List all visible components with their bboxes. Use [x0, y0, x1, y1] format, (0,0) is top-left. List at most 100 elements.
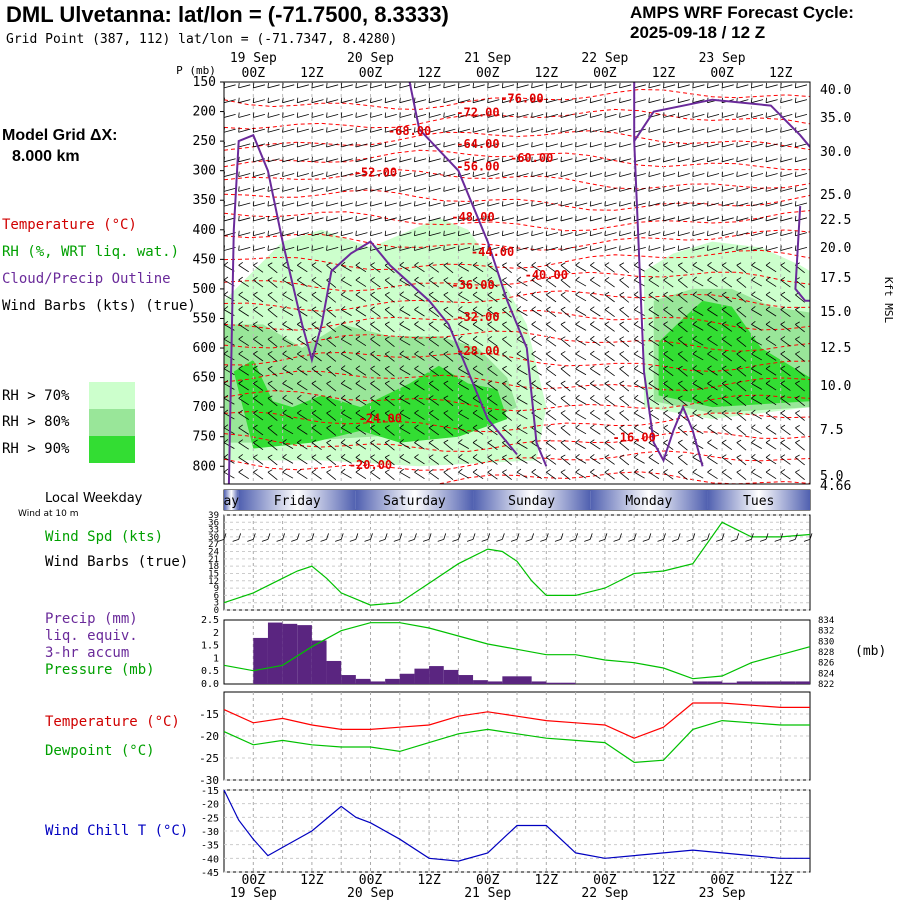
wind-barb — [399, 457, 411, 464]
wind-barb-flag — [575, 424, 580, 429]
wind-barb — [707, 383, 718, 391]
wind-barb — [560, 173, 573, 177]
wind-barb — [560, 368, 571, 377]
wind-barb-flag — [721, 291, 727, 296]
precip-bar — [473, 680, 488, 684]
wind-barb — [399, 279, 411, 287]
wind-barb — [267, 397, 278, 407]
wind-barb — [502, 173, 515, 177]
wind-barb-flag — [575, 186, 577, 192]
surface-wind-barb — [379, 538, 386, 542]
wind-barb — [575, 128, 588, 133]
wind-barb — [282, 338, 294, 346]
wind-barb — [560, 113, 573, 118]
wind-barb-flag — [516, 230, 518, 236]
wind-barb — [502, 202, 515, 207]
wind-barb-flag — [795, 365, 800, 370]
wind-height-label: Wind at 10 m — [18, 509, 79, 519]
wind-barb-flag — [238, 230, 240, 236]
wind-barb-flag — [780, 424, 786, 429]
wind-barb — [326, 353, 337, 362]
wind-barb-flag — [633, 320, 639, 325]
temperature-contour-label: -40.00 — [525, 268, 568, 282]
bottom-time-label: 12Z — [535, 873, 559, 888]
wind-barb-flag — [238, 245, 240, 251]
precip-bar — [282, 623, 298, 684]
wind-barb — [341, 294, 352, 302]
wind-barb-flag — [531, 82, 533, 88]
surface-wind-barb — [422, 538, 430, 542]
wind-barb — [282, 427, 294, 435]
wind-barb — [326, 217, 339, 222]
wind-barb — [560, 264, 571, 274]
wind-barb — [267, 246, 280, 251]
wind-barb-flag — [619, 171, 621, 177]
wind-barb-flag — [692, 380, 697, 384]
wind-barb-flag — [472, 365, 478, 370]
wind-barb-flag — [677, 336, 683, 340]
wind-barb — [502, 279, 512, 288]
wind-barb-flag — [560, 156, 562, 162]
wind-barb-flag — [340, 201, 343, 207]
wind-barb — [707, 279, 718, 287]
wind-barb-flag — [560, 171, 562, 177]
wind-barb — [751, 412, 762, 420]
wind-barb — [297, 217, 309, 222]
wind-barb-flag — [487, 365, 493, 370]
wind-barb — [428, 324, 440, 332]
wind-barb — [721, 173, 734, 177]
wind-barb-flag — [575, 261, 580, 266]
wind-barb-flag — [282, 468, 287, 473]
wind-barb — [267, 128, 280, 133]
wind-barb — [546, 128, 558, 133]
wind-barb-flag — [458, 215, 460, 221]
wind-barb-flag — [516, 156, 518, 162]
wind-barb — [677, 279, 688, 288]
wind-barb-flag — [501, 156, 504, 162]
wind-barb — [795, 324, 805, 333]
wind-barb-flag — [297, 409, 302, 414]
wind-barb — [224, 128, 236, 133]
wind-speed-tick: 24 — [208, 548, 219, 558]
wind-barb — [619, 202, 632, 207]
wind-speed-tick: 6 — [214, 591, 219, 601]
wind-barb-flag — [590, 380, 595, 384]
wind-barb — [385, 128, 397, 133]
wind-barb-flag — [370, 245, 372, 251]
wind-barb-flag — [677, 439, 683, 443]
wind-barb — [604, 143, 617, 148]
wind-barb — [809, 324, 810, 325]
wind-barb — [531, 442, 542, 450]
wind-barb-flag — [751, 320, 756, 325]
wind-barb — [546, 202, 558, 207]
wind-barb-flag — [384, 469, 390, 473]
rh90-label: RH > 90% — [2, 441, 70, 457]
wind-barb-flag — [443, 410, 449, 414]
wind-barb-flag — [399, 171, 401, 177]
temperature-contour — [224, 330, 810, 352]
surface-wind-barb — [672, 538, 679, 542]
wind-barb-flag — [516, 127, 518, 133]
pressure-tick-label: 450 — [193, 252, 216, 267]
wind-barb-flag — [428, 439, 434, 443]
wind-barb — [663, 338, 674, 347]
wind-barb-flag — [794, 112, 797, 118]
wind-barb-flag — [516, 291, 522, 296]
wind-barb-flag — [428, 142, 431, 148]
wind-barb — [663, 143, 676, 148]
wind-barb — [809, 205, 810, 207]
wind-barb-flag — [516, 97, 518, 103]
wind-barb — [546, 383, 557, 391]
wind-barb-flag — [575, 409, 580, 414]
wind-barb-flag — [399, 320, 404, 325]
wind-barb-flag — [516, 335, 522, 340]
wind-barb — [765, 143, 778, 148]
wind-barb — [267, 471, 278, 481]
wind-barb-flag — [692, 424, 697, 429]
wind-barb-flag — [443, 380, 449, 384]
wind-barb — [458, 246, 471, 251]
wind-barb — [516, 442, 528, 449]
wind-barb-flag — [545, 230, 548, 236]
wind-barb-flag — [619, 230, 621, 236]
wind-barb — [531, 128, 544, 133]
